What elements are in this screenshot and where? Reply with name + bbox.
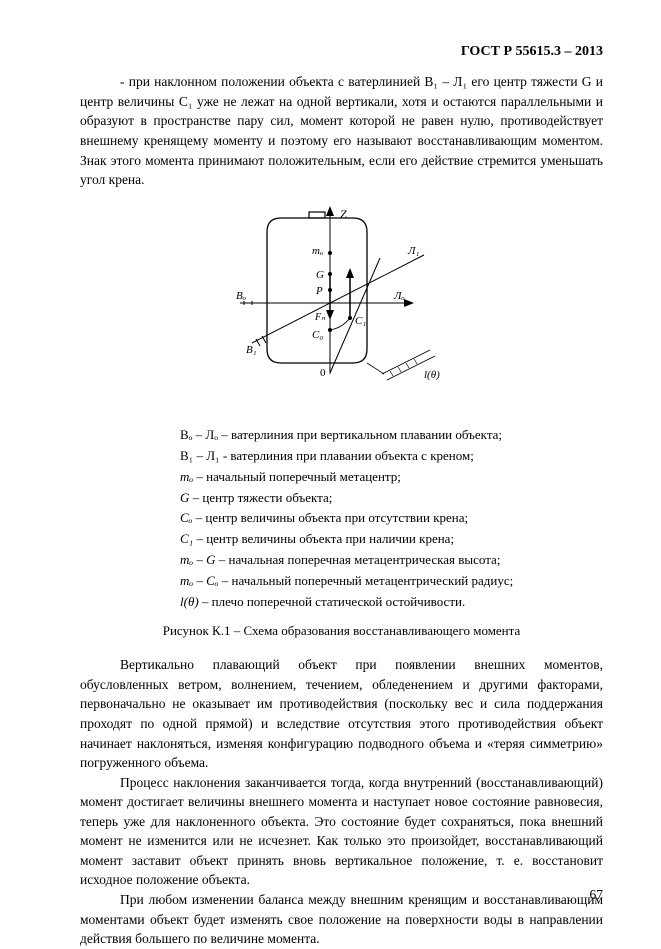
legend-item: G – центр тяжести объекта;: [180, 488, 603, 509]
legend-item: l(θ) – плечо поперечной статической осто…: [180, 592, 603, 613]
legend-item: mₒ – Cₒ – начальный поперечный метацентр…: [180, 571, 603, 592]
figure-k1: Z Вₒ Лₒ В₁ Л₁ mₒ G P Fₙ C₀ C₁: [80, 198, 603, 414]
diagram-svg: Z Вₒ Лₒ В₁ Л₁ mₒ G P Fₙ C₀ C₁: [212, 198, 472, 408]
svg-text:l(θ): l(θ): [424, 369, 440, 381]
legend-item: Cₒ – центр величины объекта при отсутств…: [180, 508, 603, 529]
svg-text:Z: Z: [340, 207, 347, 221]
legend-item: Вₒ – Лₒ – ватерлиния при вертикальном пл…: [180, 425, 603, 446]
svg-text:Л₁: Л₁: [407, 245, 419, 257]
document-header: ГОСТ Р 55615.3 – 2013: [80, 42, 603, 62]
svg-text:C₀: C₀: [312, 329, 323, 341]
legend-item: mₒ – начальный поперечный метацентр;: [180, 467, 603, 488]
svg-text:Лₒ: Лₒ: [393, 290, 405, 302]
body-paragraph: При любом изменении баланса между внешни…: [80, 890, 603, 949]
body-text: Вертикально плавающий объект при появлен…: [80, 655, 603, 948]
figure-caption: Рисунок К.1 – Схема образования восстана…: [80, 622, 603, 641]
legend-item: В₁ – Л₁ - ватерлиния при плавании объект…: [180, 446, 603, 467]
svg-text:Вₒ: Вₒ: [236, 290, 246, 302]
legend-item: mₒ – G – начальная поперечная метацентри…: [180, 550, 603, 571]
svg-text:Fₙ: Fₙ: [314, 312, 326, 323]
svg-text:mₒ: mₒ: [312, 245, 323, 257]
svg-text:C₁: C₁: [355, 315, 366, 327]
body-paragraph: Процесс наклонения заканчивается тогда, …: [80, 773, 603, 890]
svg-text:G: G: [316, 269, 324, 281]
figure-legend: Вₒ – Лₒ – ватерлиния при вертикальном пл…: [180, 425, 603, 612]
intro-paragraph: - при наклонном положении объекта с вате…: [80, 72, 603, 189]
svg-text:0: 0: [320, 367, 326, 379]
legend-item: C₁ – центр величины объекта при наличии …: [180, 529, 603, 550]
svg-text:P: P: [315, 285, 323, 297]
svg-text:В₁: В₁: [246, 344, 257, 356]
body-paragraph: Вертикально плавающий объект при появлен…: [80, 655, 603, 772]
page-number: 67: [590, 885, 604, 905]
